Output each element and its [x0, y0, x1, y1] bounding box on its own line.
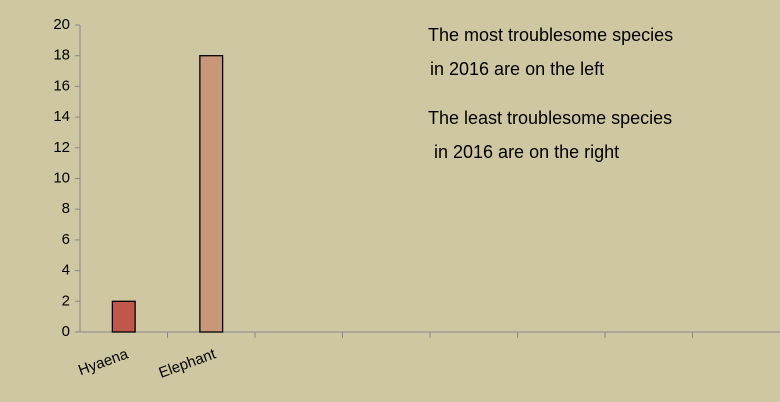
- x-tick-label: Hyaena: [76, 345, 131, 379]
- y-tick-label: 2: [62, 292, 70, 309]
- annotation: in 2016 are on the left: [430, 59, 604, 79]
- bar: [111, 300, 136, 333]
- bar: [199, 55, 224, 333]
- y-tick-label: 20: [53, 16, 70, 33]
- annotation: in 2016 are on the right: [434, 142, 619, 162]
- y-tick-label: 4: [62, 262, 70, 279]
- y-tick-label: 14: [53, 108, 70, 125]
- y-tick-label: 10: [53, 169, 70, 186]
- annotation: The least troublesome species: [428, 108, 672, 128]
- x-tick-label: Elephant: [157, 345, 219, 382]
- annotation: The most troublesome species: [428, 25, 673, 45]
- y-tick-label: 16: [53, 77, 70, 94]
- y-tick-label: 6: [62, 231, 70, 248]
- y-tick-label: 0: [62, 323, 70, 340]
- y-tick-label: 18: [53, 47, 70, 64]
- y-tick-label: 8: [62, 200, 70, 217]
- y-tick-label: 12: [53, 139, 70, 156]
